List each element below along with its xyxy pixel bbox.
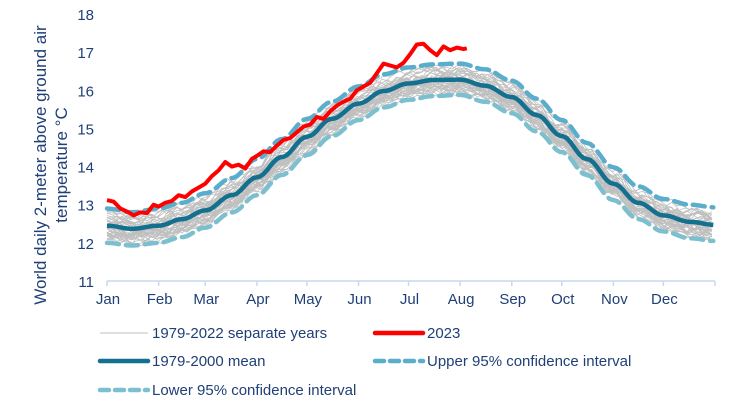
x-tick-label: Aug (448, 291, 475, 308)
separate-year-line (106, 81, 712, 240)
year-2023-layer (106, 41, 468, 218)
y-tick-label: 17 (77, 45, 94, 62)
legend-label: Upper 95% confidence interval (427, 353, 631, 370)
y-axis-ticks: 11 12 13 14 15 16 17 18 (77, 7, 94, 291)
separate-year-line (106, 84, 712, 244)
x-tick-label: Jun (347, 291, 371, 308)
x-tick-label: Feb (147, 291, 173, 308)
y-tick-label: 18 (77, 7, 94, 24)
y-tick-label: 13 (77, 198, 94, 215)
legend-item-lower_ci: Lower 95% confidence interval (97, 382, 356, 399)
confidence-interval-layer (104, 61, 716, 248)
x-tick-label: Jan (96, 291, 120, 308)
x-tick-label: Apr (246, 291, 269, 308)
y-axis-title-line-1: World daily 2-meter above ground air (31, 25, 50, 305)
upper-ci-line (104, 61, 716, 215)
legend-label: Lower 95% confidence interval (152, 382, 356, 399)
y-tick-label: 14 (77, 160, 94, 177)
mean-line (106, 77, 714, 231)
y-tick-label: 15 (77, 121, 94, 138)
y-tick-label: 16 (77, 83, 94, 100)
x-tick-label: Jul (400, 291, 419, 308)
legend: 1979-2022 separate years 2023 1979-2000 me… (97, 325, 631, 399)
separate-years-layer (106, 64, 713, 246)
y-tick-label: 12 (77, 236, 94, 253)
x-tick-label: Nov (601, 291, 628, 308)
legend-item-year_2023: 2023 (372, 325, 460, 342)
separate-year-line (106, 64, 712, 223)
x-tick-label: Oct (551, 291, 575, 308)
x-tick-label: Mar (193, 291, 219, 308)
separate-year-line (106, 85, 712, 246)
x-tick-label: Sep (499, 291, 526, 308)
lower-ci-line (104, 92, 716, 248)
x-axis-ticks: Jan Feb Mar Apr May Jun Jul Aug Sep Oct Nov Dec (96, 281, 716, 308)
legend-label: 2023 (427, 325, 460, 342)
x-tick-label: Dec (651, 291, 678, 308)
separate-year-line (106, 77, 712, 236)
y-axis-title-line-2: temperature °C (52, 107, 71, 222)
y-tick-label: 11 (78, 274, 94, 291)
legend-label: 1979-2000 mean (152, 353, 265, 370)
separate-year-line (106, 81, 712, 240)
separate-year-line (106, 64, 712, 224)
legend-label: 1979-2022 separate years (152, 325, 327, 342)
legend-item-mean: 1979-2000 mean (97, 353, 265, 370)
x-tick-label: May (294, 291, 323, 308)
legend-item-upper_ci: Upper 95% confidence interval (372, 353, 631, 370)
separate-year-line (106, 78, 712, 240)
mean-layer (106, 77, 714, 231)
year-2023-line (106, 41, 468, 218)
legend-item-separate_years: 1979-2022 separate years (100, 325, 327, 342)
